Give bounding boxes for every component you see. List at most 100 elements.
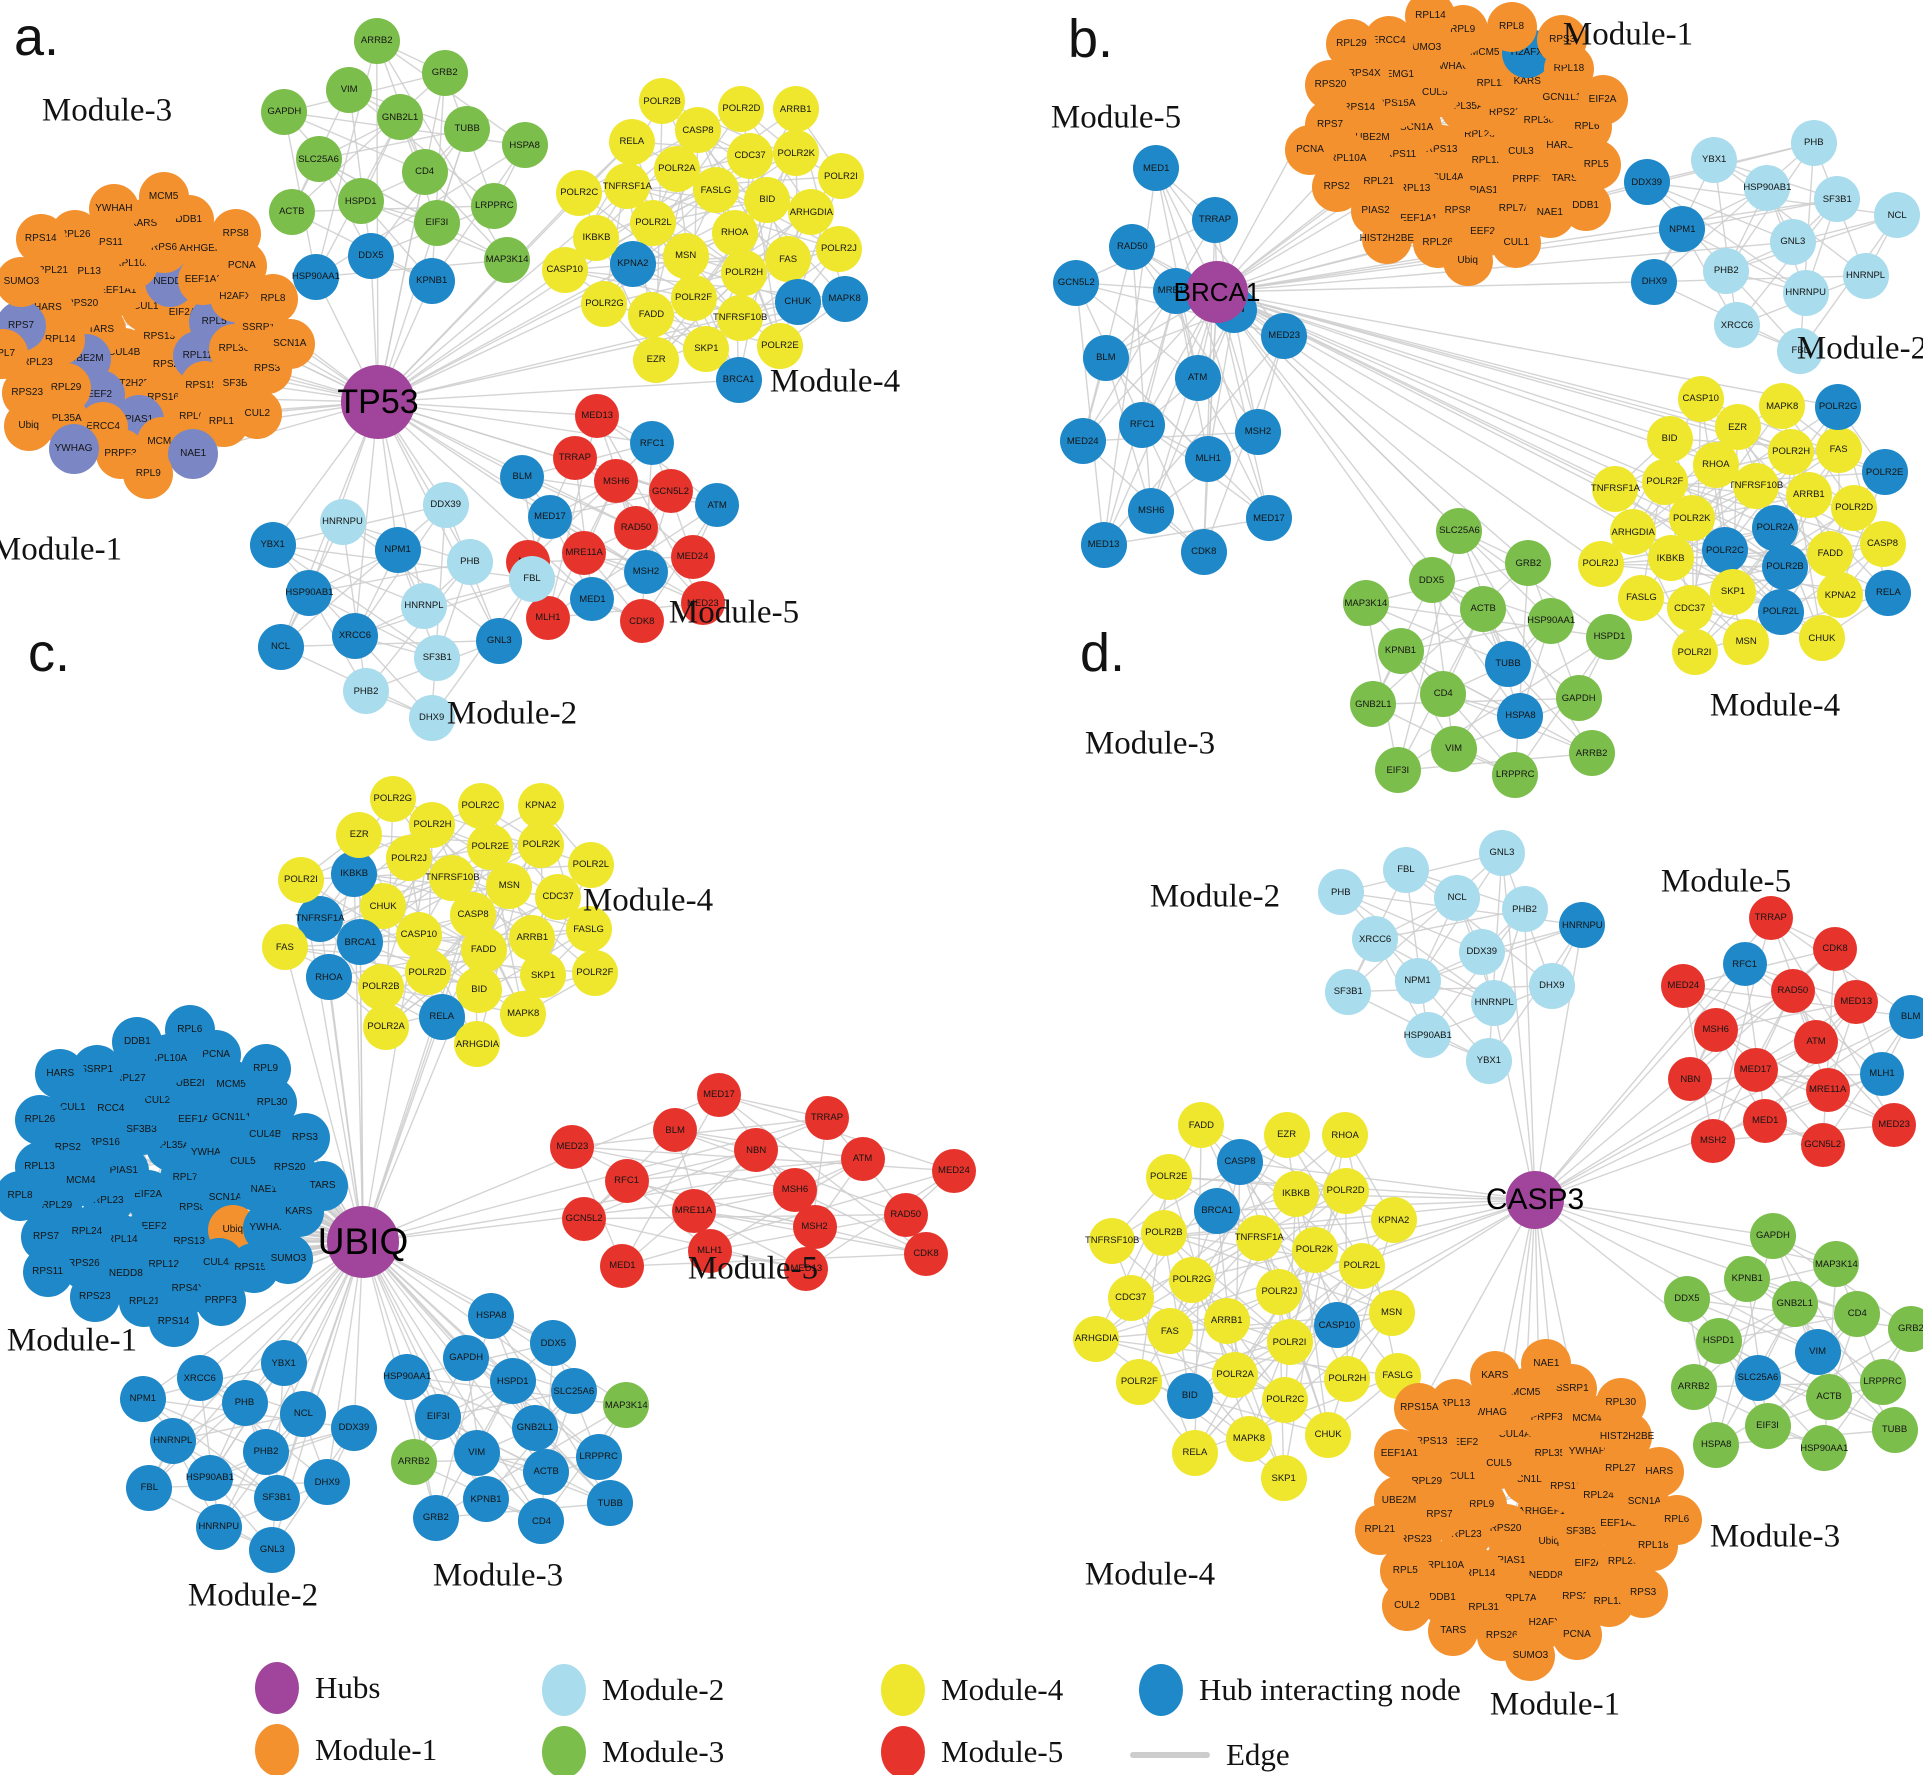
node-polr2c: POLR2C <box>1701 527 1748 574</box>
node-hspa8: HSPA8 <box>1693 1421 1740 1468</box>
hubs-swatch <box>255 1662 299 1714</box>
node-rhoa: RHOA <box>1692 441 1739 488</box>
node-med17: MED17 <box>528 495 572 540</box>
node-faslg: FASLG <box>1618 574 1665 621</box>
node-polr2g: POLR2G <box>1815 383 1862 430</box>
node-trrap: TRRAP <box>552 435 597 480</box>
node-kpna2: KPNA2 <box>1370 1197 1417 1244</box>
node-map3k14: MAP3K14 <box>484 237 531 284</box>
node-hnrnpu: HNRNPU <box>1559 902 1606 949</box>
node-hnrnpl: HNRNPL <box>149 1417 196 1464</box>
node-med13: MED13 <box>1834 979 1879 1024</box>
node-lrpprc: LRPPRC <box>1859 1358 1906 1405</box>
node-polr2h: POLR2H <box>409 801 456 848</box>
node-polr2a: POLR2A <box>363 1003 410 1050</box>
node-eef1a1: EEF1A1 <box>1374 1429 1425 1480</box>
node-ikbkb: IKBKB <box>1647 535 1694 582</box>
node-polr2e: POLR2E <box>1145 1153 1192 1200</box>
a-module-3-label: Module-3 <box>41 92 173 129</box>
node-polr2l: POLR2L <box>1338 1242 1385 1289</box>
legend-item-module3: Module-3 <box>542 1726 724 1775</box>
node-hsp90ab1: HSP90AB1 <box>186 1455 234 1502</box>
node-msn: MSN <box>1723 618 1770 665</box>
node-phb2: PHB2 <box>1703 248 1750 295</box>
c-module-2-label: Module-2 <box>187 1577 319 1614</box>
node-polr2h: POLR2H <box>721 249 768 296</box>
node-casp10: CASP10 <box>1313 1302 1360 1349</box>
node-hspa8: HSPA8 <box>468 1292 515 1339</box>
node-polr2g: POLR2G <box>581 281 628 328</box>
node-cdc37: CDC37 <box>1107 1274 1154 1321</box>
node-cul2: CUL2 <box>232 388 283 439</box>
node-polr2k: POLR2K <box>1291 1226 1338 1273</box>
node-rpl21: RPL21 <box>1354 1504 1405 1555</box>
node-ybx1: YBX1 <box>1465 1037 1512 1084</box>
node-kpna2: KPNA2 <box>517 783 564 830</box>
node-polr2i: POLR2I <box>1266 1319 1313 1366</box>
node-hsp90aa1: HSP90AA1 <box>1527 597 1575 644</box>
node-hspd1: HSPD1 <box>337 178 384 225</box>
legend-item-module1: Module-1 <box>255 1724 437 1775</box>
node-casp8: CASP8 <box>675 107 721 154</box>
node-tnfrsf1a: TNFRSF1A <box>1235 1215 1284 1262</box>
node-blm: BLM <box>1888 994 1923 1039</box>
node-gapdh: GAPDH <box>261 89 308 136</box>
node-hnrnpu: HNRNPU <box>195 1503 242 1550</box>
node-blm: BLM <box>1082 334 1129 381</box>
node-npm1: NPM1 <box>1659 206 1706 253</box>
legend-item-module2: Module-2 <box>542 1664 724 1716</box>
node-med23: MED23 <box>680 581 725 626</box>
node-fbl: FBL <box>1382 846 1429 893</box>
node-polr2k: POLR2K <box>773 130 820 177</box>
node-rps3: RPS3 <box>1618 1568 1669 1619</box>
node-xrcc6: XRCC6 <box>176 1355 223 1402</box>
node-pcna: PCNA <box>1551 1610 1602 1661</box>
a-module-5-label: Module-5 <box>668 594 800 631</box>
node-xrcc6: XRCC6 <box>1713 302 1760 349</box>
node-kpna2: KPNA2 <box>609 240 656 287</box>
node-skp1: SKP1 <box>1260 1455 1307 1502</box>
node-polr2i: POLR2I <box>817 153 864 200</box>
c-module-5-label: Module-5 <box>687 1250 819 1287</box>
legend-item-hub-interacting-node: Hub interacting node <box>1139 1664 1461 1716</box>
node-rpl30: RPL30 <box>1595 1378 1646 1429</box>
node-polr2j: POLR2J <box>1577 541 1624 588</box>
node-ddx5: DDX5 <box>1663 1276 1710 1323</box>
node-mapk8: MAPK8 <box>1225 1415 1272 1462</box>
node-polr2a: POLR2A <box>1212 1351 1259 1398</box>
node-phb2: PHB2 <box>342 668 389 715</box>
legend-label: Module-5 <box>941 1734 1064 1769</box>
panel-letter-a: a. <box>14 7 60 67</box>
node-med1: MED1 <box>600 1244 645 1289</box>
node-sf3b1: SF3B1 <box>414 635 461 682</box>
node-polr2d: POLR2D <box>404 949 451 996</box>
node-blm: BLM <box>500 454 545 499</box>
node-casp10: CASP10 <box>541 246 588 293</box>
node-polr2f: POLR2F <box>670 275 717 322</box>
node-rfc1: RFC1 <box>630 421 675 466</box>
node-lrpprc: LRPPRC <box>1492 751 1539 798</box>
node-arrb2: ARRB2 <box>1568 730 1615 777</box>
node-vim: VIM <box>326 66 373 113</box>
node-ddx5: DDX5 <box>1408 557 1455 604</box>
node-rela: RELA <box>608 118 655 165</box>
node-hsp90aa1: HSP90AA1 <box>383 1353 431 1400</box>
node-map3k14: MAP3K14 <box>1813 1241 1860 1288</box>
node-lrpprc: LRPPRC <box>575 1433 622 1480</box>
node-polr2c: POLR2C <box>556 169 603 216</box>
node-rpl8: RPL8 <box>1486 1 1537 52</box>
node-polr2c: POLR2C <box>1262 1376 1309 1423</box>
node-map3k14: MAP3K14 <box>1342 580 1389 627</box>
node-brca1: BRCA1 <box>1194 1187 1241 1234</box>
node-cul2: CUL2 <box>1381 1581 1432 1632</box>
node-gnl3: GNL3 <box>1769 219 1816 265</box>
node-polr2g: POLR2G <box>1168 1256 1215 1303</box>
node-eif2a: EIF2A <box>1577 74 1628 125</box>
hub-interacting-swatch <box>1139 1664 1183 1716</box>
node-hspd1: HSPD1 <box>1695 1317 1742 1364</box>
node-gnl3: GNL3 <box>1478 830 1525 877</box>
node-phb: PHB <box>221 1380 268 1427</box>
node-actb: ACTB <box>1460 585 1507 632</box>
legend-label: Module-4 <box>941 1672 1064 1707</box>
node-med24: MED24 <box>1661 963 1706 1008</box>
